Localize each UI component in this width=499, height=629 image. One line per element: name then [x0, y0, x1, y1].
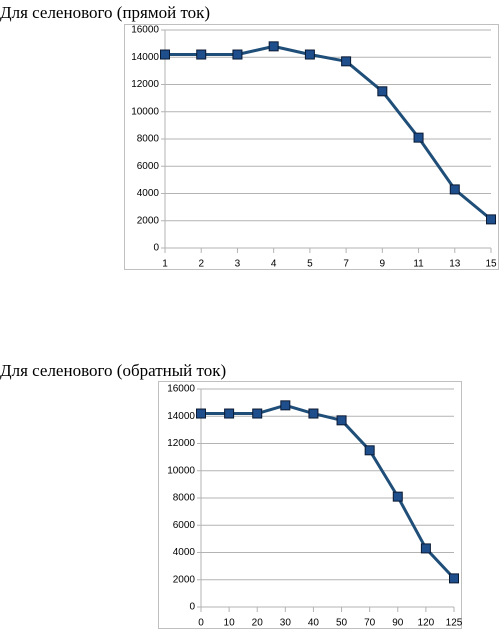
marker [336, 415, 347, 426]
marker [224, 408, 235, 419]
marker [232, 49, 243, 60]
marker [304, 49, 315, 60]
x-tick-label: 90 [392, 618, 404, 629]
marker [392, 491, 403, 502]
x-tick-label: 2 [198, 259, 204, 270]
marker [377, 86, 388, 97]
marker [449, 184, 460, 195]
x-tick-label: 9 [380, 259, 386, 270]
x-tick-label: 11 [413, 259, 424, 270]
marker [196, 49, 207, 60]
marker [420, 543, 431, 554]
y-tick-label: 6000 [173, 520, 196, 531]
x-tick-label: 3 [235, 259, 241, 270]
y-tick-label: 12000 [131, 79, 159, 90]
x-tick-label: 1 [162, 259, 168, 270]
y-tick-label: 4000 [173, 547, 196, 558]
y-tick-label: 2000 [137, 215, 160, 226]
marker [364, 445, 375, 456]
y-tick-label: 14000 [167, 411, 195, 422]
marker [413, 132, 424, 143]
marker [268, 41, 279, 52]
x-tick-label: 30 [280, 618, 292, 629]
y-tick-label: 4000 [137, 188, 160, 199]
x-tick-label: 40 [308, 618, 320, 629]
marker [308, 408, 319, 419]
marker [280, 400, 291, 411]
y-tick-label: 16000 [167, 384, 195, 395]
y-tick-label: 6000 [137, 161, 160, 172]
marker [486, 214, 496, 225]
y-tick-label: 10000 [131, 106, 159, 117]
y-tick-label: 12000 [167, 438, 195, 449]
y-tick-label: 0 [189, 602, 195, 613]
y-tick-label: 0 [153, 243, 159, 254]
x-tick-label: 5 [307, 259, 313, 270]
marker [341, 56, 352, 67]
x-tick-label: 50 [336, 618, 348, 629]
x-tick-label: 0 [198, 618, 204, 629]
x-tick-label: 4 [271, 259, 277, 270]
x-tick-label: 7 [343, 259, 349, 270]
marker [160, 49, 170, 60]
y-tick-label: 16000 [131, 25, 159, 36]
x-tick-label: 15 [485, 259, 497, 270]
x-tick-label: 20 [252, 618, 264, 629]
line [165, 44, 492, 221]
x-tick-label: 10 [224, 618, 236, 629]
doc-title: Для селенового (обратный ток) [0, 361, 226, 380]
marker [196, 408, 206, 419]
marker [449, 573, 459, 584]
x-tick-label: 70 [364, 618, 376, 629]
y-tick-label: 2000 [173, 574, 196, 585]
x-tick-label: 120 [418, 618, 435, 629]
x-tick-label: 13 [449, 259, 461, 270]
chart-frame [158, 381, 462, 629]
y-tick-label: 8000 [173, 493, 196, 504]
doc-title: Для селенового (прямой ток) [0, 3, 210, 22]
marker [252, 408, 263, 419]
chart-frame [124, 24, 499, 270]
y-tick-label: 8000 [137, 134, 160, 145]
y-tick-label: 10000 [167, 465, 195, 476]
line [201, 403, 456, 580]
y-tick-label: 14000 [131, 52, 159, 63]
x-tick-label: 125 [446, 618, 463, 629]
